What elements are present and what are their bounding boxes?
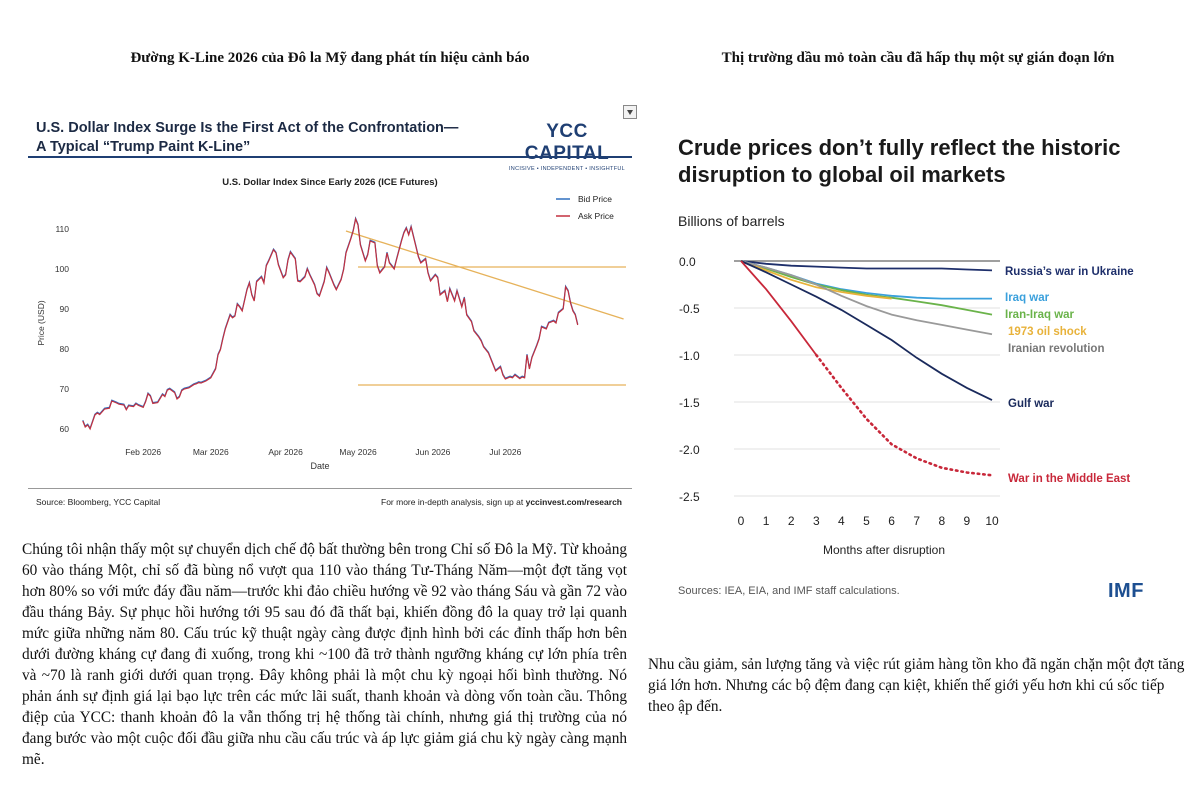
usd-legend-label-bid: Bid Price <box>578 194 612 204</box>
usd-trendline-line <box>345 230 624 320</box>
oil-label-war-in-the-middle-east: War in the Middle East <box>1008 473 1130 485</box>
usd-footer-rule <box>28 488 632 489</box>
usd-xtick-label: Jul 2026 <box>489 447 521 457</box>
usd-ask-price-line <box>82 216 579 431</box>
oil-xtick-label: 4 <box>838 514 845 528</box>
oil-xtick-label: 0 <box>738 514 745 528</box>
dropdown-icon[interactable] <box>623 105 637 119</box>
ycc-capital-logo: YCC CAPITAL INCISIVE • INDEPENDENT • INS… <box>508 121 626 172</box>
oil-chart-title-line2: disruption to global oil markets <box>678 162 1006 187</box>
usd-chart-source: Source: Bloomberg, YCC Capital <box>36 497 161 507</box>
left-heading: Đường K-Line 2026 của Đô la Mỹ đang phát… <box>130 50 530 66</box>
usd-xtick-label: Jun 2026 <box>415 447 450 457</box>
usd-ytick-label: 70 <box>60 384 70 394</box>
usd-xaxis-label: Date <box>310 461 329 471</box>
oil-label-iraq-war: Iraq war <box>1005 292 1050 304</box>
usd-legend-label-ask: Ask Price <box>578 211 614 221</box>
oil-xtick-label: 2 <box>788 514 795 528</box>
oil-xtick-label: 8 <box>938 514 945 528</box>
usd-footer-link[interactable]: yccinvest.com/research <box>525 497 622 507</box>
oil-ytick-label: -2.5 <box>679 490 700 504</box>
usd-ytick-label: 60 <box>60 424 70 434</box>
oil-xtick-label: 9 <box>964 514 971 528</box>
oil-ytick-label: -2.0 <box>679 443 700 457</box>
oil-series-iran-iraq-war <box>740 260 993 316</box>
usd-ytick-label: 100 <box>55 264 69 274</box>
usd-chart-title: U.S. Dollar Index Surge Is the First Act… <box>36 119 458 157</box>
usd-xtick-label: Mar 2026 <box>193 447 229 457</box>
oil-ytick-label: 0.0 <box>679 255 696 269</box>
oil-label-iranian-revolution: Iranian revolution <box>1008 343 1105 355</box>
oil-series-war-in-the-middle-east-projection <box>815 353 994 477</box>
oil-chart-source: Sources: IEA, EIA, and IMF staff calcula… <box>678 585 900 597</box>
usd-ytick-label: 80 <box>60 344 70 354</box>
oil-ytick-label: -1.5 <box>679 396 700 410</box>
usd-chart-plot: U.S. Dollar Index Since Early 2026 (ICE … <box>36 177 626 471</box>
usd-bid-price-line <box>82 216 579 430</box>
right-heading: Thị trường dầu mỏ toàn cầu đã hấp thụ mộ… <box>721 50 1115 66</box>
oil-series-iranian-revolution <box>740 260 993 336</box>
usd-chart-title-line1: U.S. Dollar Index Surge Is the First Act… <box>36 120 459 136</box>
oil-series-russia-s-war-in-ukraine <box>740 260 993 272</box>
oil-xtick-label: 5 <box>863 514 870 528</box>
usd-ytick-label: 110 <box>55 224 69 234</box>
oil-chart-title-line1: Crude prices don’t fully reflect the his… <box>678 135 1121 160</box>
usd-chart-title-line2: A Typical “Trump Paint K-Line” <box>36 139 251 155</box>
usd-yaxis-label: Price (USD) <box>36 300 46 346</box>
usd-xtick-label: Apr 2026 <box>268 447 303 457</box>
oil-xtick-label: 1 <box>763 514 770 528</box>
oil-units-label: Billions of barrels <box>678 213 785 229</box>
oil-series-1973-oil-shock <box>740 260 892 300</box>
oil-ytick-label: -0.5 <box>679 302 700 316</box>
oil-xtick-label: 7 <box>913 514 920 528</box>
usd-title-rule <box>28 156 632 158</box>
usd-chart-footer: For more in-depth analysis, sign up at y… <box>381 497 622 507</box>
oil-ytick-label: -1.0 <box>679 349 700 363</box>
left-paragraph: Chúng tôi nhận thấy một sự chuyển dịch c… <box>22 541 627 768</box>
usd-chart-card: U.S. Dollar Index Surge Is the First Act… <box>28 103 637 515</box>
oil-label-russia-s-war-in-ukraine: Russia’s war in Ukraine <box>1005 266 1134 278</box>
oil-series-war-in-the-middle-east <box>740 260 818 356</box>
oil-series-iraq-war <box>740 260 992 300</box>
oil-label-gulf-war: Gulf war <box>1008 398 1055 410</box>
right-paragraph: Nhu cầu giảm, sản lượng tăng và việc rút… <box>648 656 1185 715</box>
oil-xtick-label: 3 <box>813 514 820 528</box>
usd-ytick-label: 90 <box>60 304 70 314</box>
oil-label-iran-iraq-war: Iran-Iraq war <box>1005 309 1075 321</box>
ycc-logo-tagline: INCISIVE • INDEPENDENT • INSIGHTFUL <box>508 166 625 172</box>
usd-xtick-label: May 2026 <box>339 447 377 457</box>
oil-chart-plot: 0.0 -0.5 -1.0 -1.5 -2.0 -2.5 0 1 2 3 4 5 6 7 8 9 10 Month… <box>679 255 1134 557</box>
oil-label-1973-oil-shock: 1973 oil shock <box>1008 326 1087 338</box>
oil-chart-title: Crude prices don’t fully reflect the his… <box>678 134 1121 188</box>
oil-xaxis-label: Months after disruption <box>823 543 945 557</box>
usd-xtick-label: Feb 2026 <box>125 447 161 457</box>
usd-chart-subtitle: U.S. Dollar Index Since Early 2026 (ICE … <box>222 177 437 188</box>
oil-xtick-label: 6 <box>888 514 895 528</box>
oil-xtick-label: 10 <box>985 514 999 528</box>
usd-footer-prefix: For more in-depth analysis, sign up at <box>381 497 526 507</box>
imf-logo: IMF <box>1108 580 1144 602</box>
ycc-logo-name: YCC CAPITAL <box>524 121 610 164</box>
oil-series-gulf-war <box>740 260 993 401</box>
